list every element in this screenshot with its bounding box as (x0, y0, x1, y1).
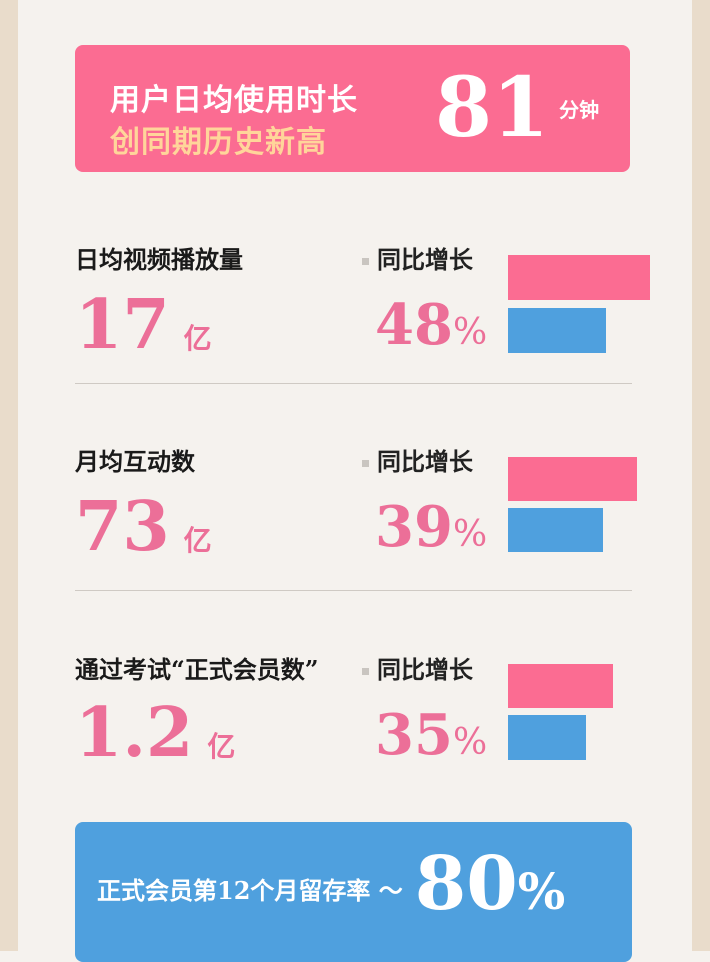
bullet-icon (362, 668, 369, 675)
yoy-label: 同比增长 (362, 240, 473, 275)
hero-unit: 分钟 (559, 97, 600, 122)
yoy-value: 39% (375, 494, 488, 560)
bullet-icon (362, 258, 369, 265)
yoy-label: 同比增长 (362, 442, 473, 477)
hero-value-row: 81 分钟 (435, 63, 599, 153)
bar-pink (508, 255, 650, 300)
stat-value: 73 亿 (75, 487, 212, 567)
retention-row: 正式会员第12个月留存率 ～ 80% (97, 844, 565, 932)
hero-value: 81 (435, 60, 550, 156)
retention-label: 正式会员第12个月留存率 ～ (97, 875, 403, 905)
yoy-value: 48% (375, 292, 488, 358)
hero-title: 用户日均使用时长 (110, 83, 358, 118)
divider (75, 590, 632, 591)
bar-pink (508, 457, 637, 501)
stat-value: 17 亿 (75, 285, 212, 365)
bullet-icon (362, 460, 369, 467)
stat-label: 日均视频播放量 (75, 245, 243, 274)
divider (75, 383, 632, 384)
stat-label: 通过考试“正式会员数” (75, 655, 319, 684)
yoy-value: 35% (375, 702, 488, 768)
bar-blue (508, 308, 606, 353)
retention-banner: 正式会员第12个月留存率 ～ 80% (75, 822, 632, 962)
yoy-label: 同比增长 (362, 650, 473, 685)
bar-pink (508, 664, 613, 708)
right-border (692, 0, 710, 951)
retention-value: 80% (414, 841, 566, 927)
stat-label: 月均互动数 (75, 447, 195, 476)
hero-banner: 用户日均使用时长 创同期历史新高 81 分钟 (75, 45, 630, 172)
bar-blue (508, 715, 586, 760)
stat-value: 1.2 亿 (75, 693, 236, 773)
left-border (0, 0, 18, 951)
hero-subtitle: 创同期历史新高 (110, 125, 327, 160)
bar-blue (508, 508, 603, 552)
